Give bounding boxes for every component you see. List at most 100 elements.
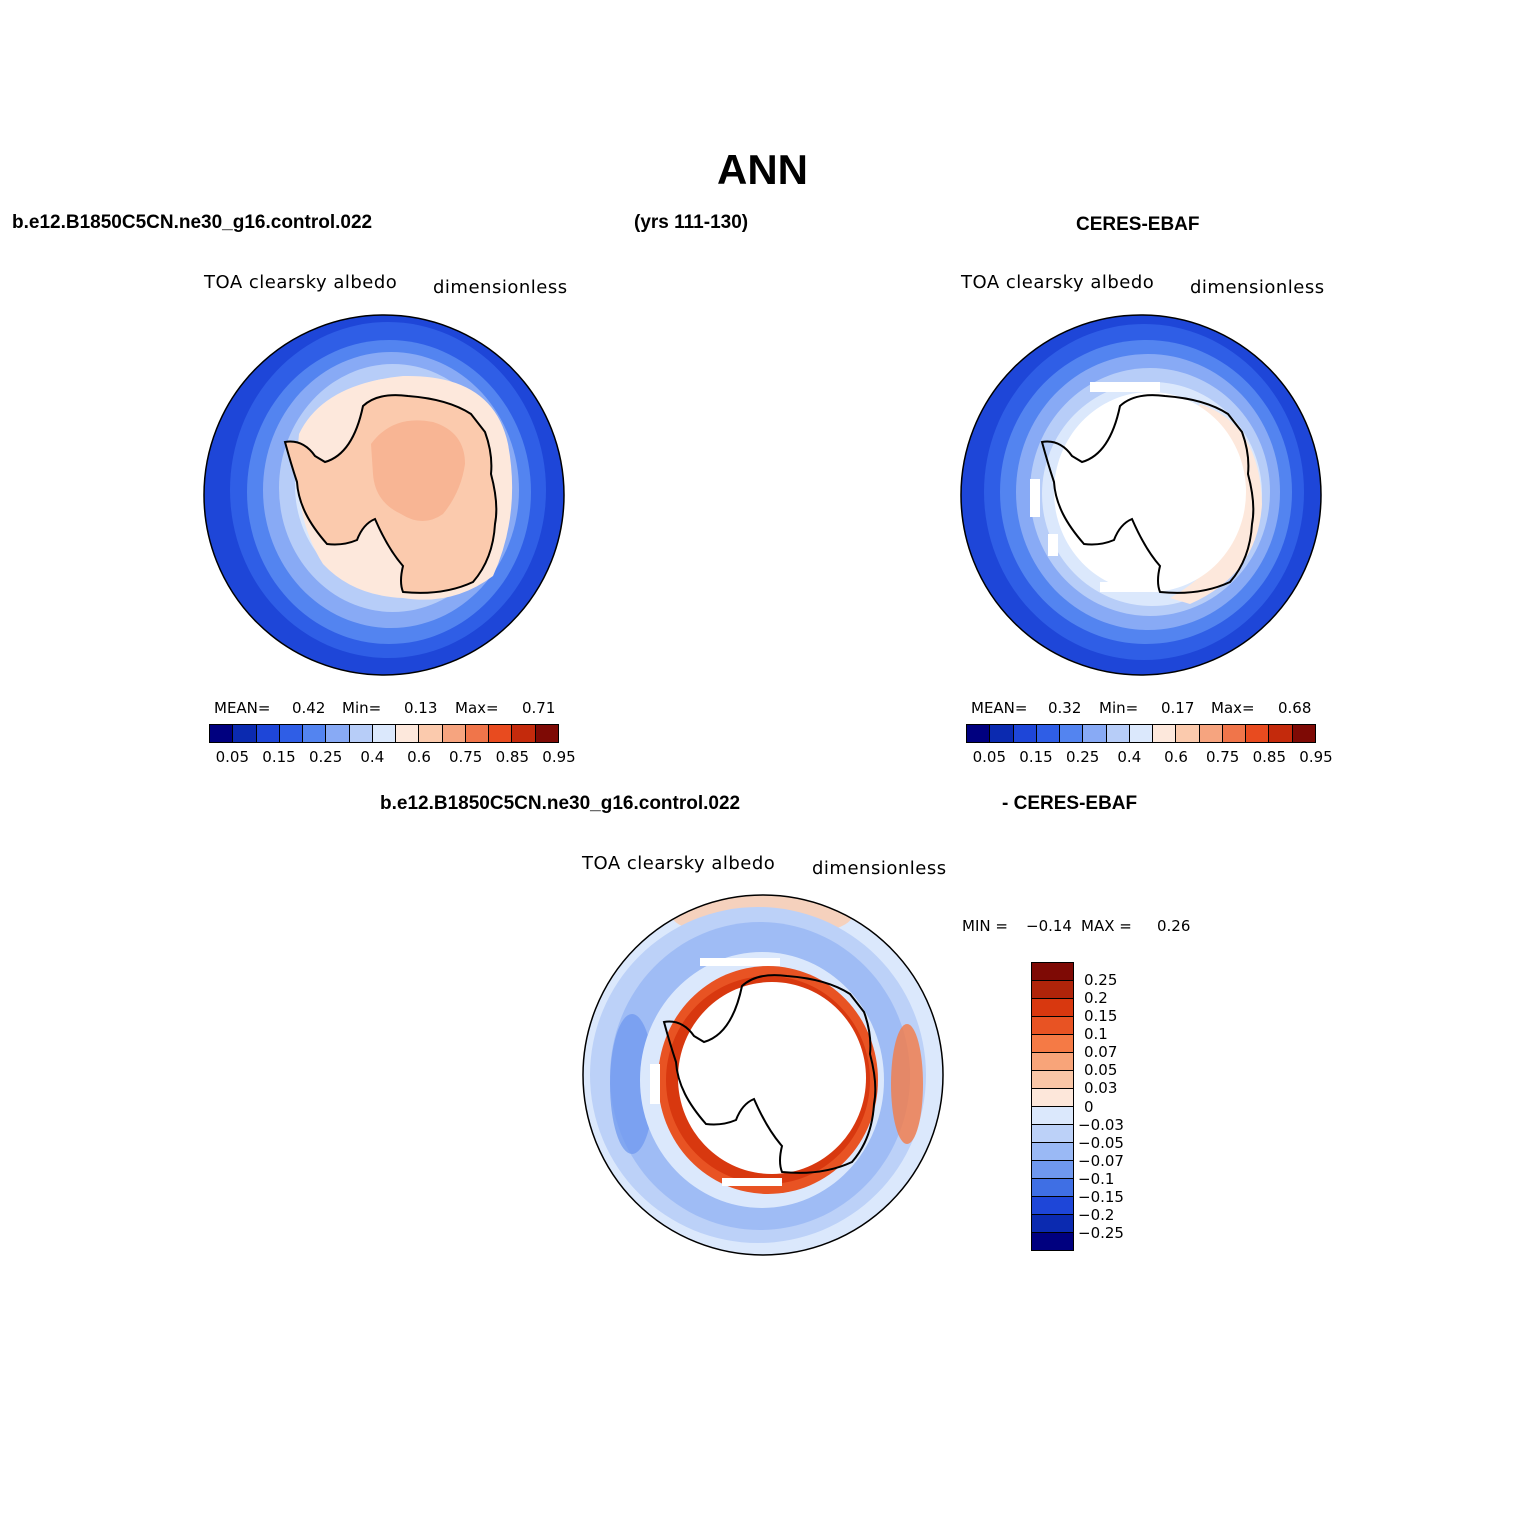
- model-units-label: dimensionless: [433, 277, 568, 298]
- colorbar-swatch: [1032, 1017, 1073, 1035]
- obs-ring-lat66: [1170, 404, 1262, 604]
- colorbar-tick-label: 0.2: [1084, 989, 1108, 1008]
- colorbar-swatch: [1032, 1233, 1073, 1250]
- colorbar-swatch: [465, 725, 490, 742]
- colorbar-swatch: [1199, 725, 1223, 742]
- colorbar-tick-label: −0.07: [1078, 1151, 1124, 1170]
- obs-name-header: CERES-EBAF: [1076, 214, 1200, 235]
- colorbar-swatch: [1032, 1215, 1073, 1233]
- colorbar-tick-label: 0.25: [1065, 748, 1100, 766]
- colorbar-swatch: [1176, 725, 1200, 742]
- colorbar-swatch: [326, 725, 350, 742]
- colorbar-swatch: [1292, 725, 1315, 742]
- diff-variable-label: TOA clearsky albedo: [582, 853, 776, 874]
- colorbar-swatch: [210, 725, 234, 742]
- model-variable-label: TOA clearsky albedo: [204, 272, 398, 293]
- obs-max-label: Max=: [1211, 699, 1255, 717]
- colorbar-swatch: [512, 725, 536, 742]
- colorbar-tick-label: 0.25: [308, 748, 343, 766]
- colorbar-swatch: [1153, 725, 1177, 742]
- colorbar-swatch: [1036, 725, 1061, 742]
- diff-units-label: dimensionless: [812, 858, 947, 879]
- colorbar-swatch: [1129, 725, 1154, 742]
- colorbar-tick-label: 0.95: [1299, 748, 1333, 766]
- diff-colorbar: [1031, 962, 1074, 1251]
- colorbar-tick-label: −0.25: [1078, 1223, 1124, 1242]
- diff-coastline: [662, 974, 877, 1174]
- obs-variable-label: TOA clearsky albedo: [961, 272, 1155, 293]
- colorbar-tick-label: 0.6: [407, 748, 431, 766]
- colorbar-tick-label: 0.85: [1252, 748, 1287, 766]
- colorbar-tick-label: 0: [1084, 1097, 1094, 1116]
- case-name-header: b.e12.B1850C5CN.ne30_g16.control.022: [12, 212, 373, 233]
- colorbar-tick-label: −0.05: [1078, 1133, 1124, 1152]
- colorbar-swatch: [279, 725, 304, 742]
- diff-east-positive: [891, 1024, 923, 1144]
- diff-polar-map: [582, 894, 944, 1256]
- obs-mean-value: 0.32: [1048, 699, 1082, 717]
- obs-missing-cap: [1054, 392, 1246, 592]
- model-map-border: [203, 314, 565, 676]
- colorbar-swatch: [419, 725, 443, 742]
- colorbar-swatch: [1060, 725, 1084, 742]
- colorbar-swatch: [1222, 725, 1247, 742]
- colorbar-tick-label: 0.15: [1019, 748, 1053, 766]
- colorbar-swatch: [1032, 1179, 1073, 1197]
- colorbar-tick-label: 0.95: [542, 748, 576, 766]
- colorbar-tick-label: 0.05: [215, 748, 250, 766]
- diff-min-value: −0.14: [1026, 917, 1072, 935]
- model-polar-map: [203, 314, 565, 676]
- colorbar-tick-label: 0.75: [448, 748, 483, 766]
- colorbar-tick-label: 0.4: [1117, 748, 1142, 766]
- colorbar-tick-label: 0.15: [262, 748, 296, 766]
- obs-units-label: dimensionless: [1190, 277, 1325, 298]
- colorbar-tick-label: 0.4: [360, 748, 385, 766]
- figure-title: ANN: [717, 146, 808, 193]
- colorbar-tick-label: −0.15: [1078, 1187, 1124, 1206]
- diff-min-label: MIN =: [962, 917, 1008, 935]
- colorbar-tick-label: −0.1: [1078, 1169, 1115, 1188]
- diff-max-label: MAX =: [1081, 917, 1132, 935]
- model-mean-label: MEAN=: [214, 699, 271, 717]
- obs-map-border: [960, 314, 1322, 676]
- colorbar-swatch: [442, 725, 466, 742]
- colorbar-swatch: [233, 725, 257, 742]
- colorbar-swatch: [1013, 725, 1037, 742]
- colorbar-tick-label: 0.25: [1084, 971, 1118, 990]
- colorbar-tick-label: −0.2: [1078, 1205, 1115, 1224]
- colorbar-tick-label: 0.07: [1084, 1043, 1118, 1062]
- colorbar-tick-label: 0.05: [972, 748, 1007, 766]
- obs-max-value: 0.68: [1278, 699, 1312, 717]
- obs-colorbar: [966, 724, 1316, 743]
- model-max-label: Max=: [455, 699, 499, 717]
- colorbar-swatch: [1032, 1107, 1073, 1125]
- colorbar-swatch: [1032, 1071, 1073, 1089]
- colorbar-swatch: [303, 725, 327, 742]
- colorbar-swatch: [489, 725, 513, 742]
- colorbar-swatch: [1032, 1035, 1073, 1053]
- model-min-value: 0.13: [404, 699, 438, 717]
- model-colorbar: [209, 724, 559, 743]
- colorbar-tick-label: 0.05: [1084, 1061, 1118, 1080]
- colorbar-swatch: [967, 725, 991, 742]
- colorbar-swatch: [1032, 1053, 1073, 1071]
- diff-obs-header: - CERES-EBAF: [1002, 793, 1138, 814]
- colorbar-tick-label: 0.1: [1084, 1025, 1108, 1044]
- colorbar-tick-label: 0.85: [495, 748, 530, 766]
- colorbar-swatch: [1032, 1161, 1073, 1179]
- colorbar-swatch: [396, 725, 420, 742]
- colorbar-tick-label: 0.75: [1205, 748, 1240, 766]
- colorbar-swatch: [256, 725, 280, 742]
- colorbar-swatch: [1032, 1143, 1073, 1161]
- diff-missing-cap: [678, 982, 866, 1174]
- diff-case-header: b.e12.B1850C5CN.ne30_g16.control.022: [380, 793, 741, 814]
- colorbar-swatch: [1032, 981, 1073, 999]
- colorbar-swatch: [1083, 725, 1107, 742]
- colorbar-swatch: [1032, 1089, 1073, 1107]
- colorbar-swatch: [1032, 1125, 1073, 1143]
- colorbar-swatch: [1106, 725, 1130, 742]
- colorbar-swatch: [1032, 999, 1073, 1017]
- model-interior-high: [371, 420, 465, 521]
- colorbar-swatch: [1032, 1197, 1073, 1215]
- obs-min-label: Min=: [1099, 699, 1139, 717]
